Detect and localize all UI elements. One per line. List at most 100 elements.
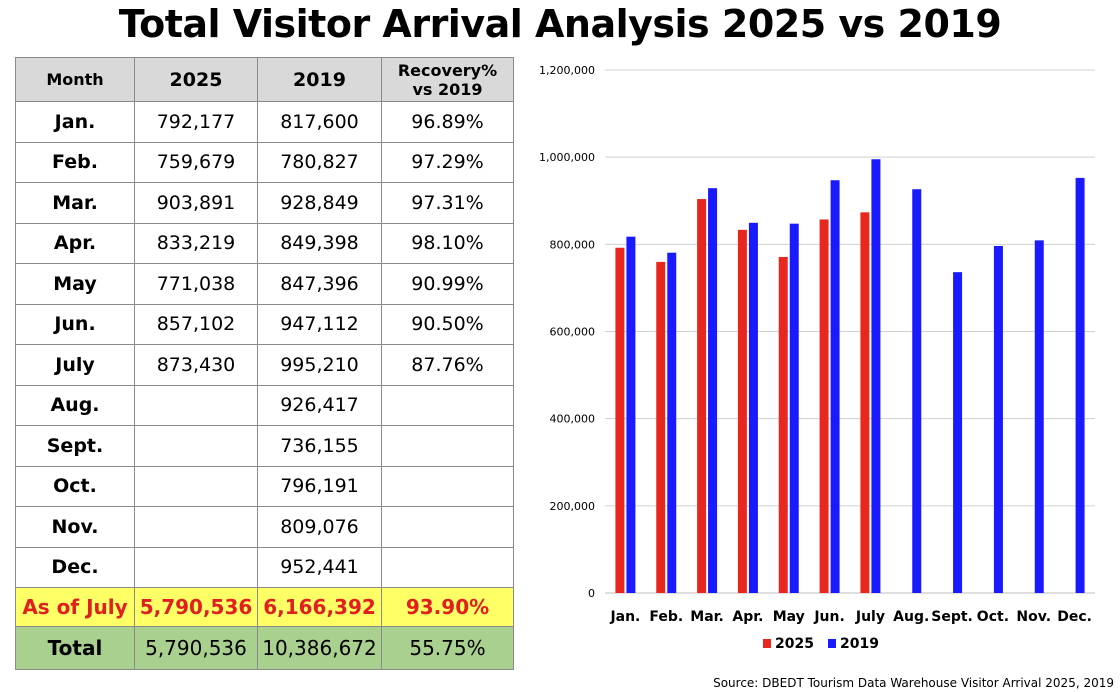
cell-2025: 903,891 <box>134 182 258 224</box>
cell-recovery: 97.29% <box>381 141 514 183</box>
cell-month: Total <box>15 626 135 670</box>
table-row: Mar. 903,891 928,849 97.31% <box>15 182 514 224</box>
x-tick-label: Nov. <box>1016 609 1051 625</box>
table-row: Aug. 926,417 <box>15 384 514 426</box>
cell-recovery <box>381 425 514 467</box>
x-tick-label: Dec. <box>1057 609 1092 625</box>
bar-2019-jan <box>626 236 636 594</box>
x-tick-label: Jan. <box>609 609 640 625</box>
y-tick-label: 600,000 <box>550 326 596 339</box>
cell-month: Jun. <box>15 303 135 345</box>
x-tick-label: Jun. <box>813 609 844 625</box>
cell-2025 <box>134 546 258 588</box>
cell-2019: 952,441 <box>257 546 382 588</box>
bar-2019-apr <box>748 222 758 594</box>
cell-recovery <box>381 465 514 507</box>
table-row: Jan. 792,177 817,600 96.89% <box>15 101 514 143</box>
bar-2025-feb <box>656 261 666 593</box>
table-row: July 873,430 995,210 87.76% <box>15 344 514 386</box>
cell-month: Jan. <box>15 101 135 143</box>
y-tick-label: 1,000,000 <box>539 151 595 164</box>
y-tick-label: 200,000 <box>550 500 596 513</box>
x-tick-label: May <box>773 609 805 625</box>
cell-2025: 873,430 <box>134 344 258 386</box>
header-recovery-line2: vs 2019 <box>412 79 483 99</box>
cell-2025: 5,790,536 <box>134 626 258 670</box>
cell-2019: 10,386,672 <box>257 626 382 670</box>
bar-2025-may <box>778 256 788 593</box>
cell-recovery <box>381 384 514 426</box>
cell-recovery <box>381 546 514 588</box>
x-tick-label: Feb. <box>649 609 683 625</box>
bar-2019-dec <box>1075 177 1085 593</box>
cell-month: May <box>15 263 135 305</box>
cell-recovery <box>381 506 514 548</box>
as-of-row: As of July 5,790,536 6,166,392 93.90% <box>15 587 514 627</box>
cell-recovery: 97.31% <box>381 182 514 224</box>
cell-2025: 792,177 <box>134 101 258 143</box>
bar-2019-oct <box>993 245 1003 594</box>
bar-2019-jun <box>830 180 840 593</box>
legend-swatch-2025 <box>763 639 771 648</box>
legend-label-2019: 2019 <box>840 636 879 652</box>
cell-2019: 817,600 <box>257 101 382 143</box>
cell-2025: 5,790,536 <box>134 587 258 627</box>
header-2019: 2019 <box>257 57 382 102</box>
cell-2019: 780,827 <box>257 141 382 183</box>
header-recovery-line1: Recovery% <box>397 60 498 80</box>
cell-2019: 847,396 <box>257 263 382 305</box>
bar-2019-may <box>789 223 799 593</box>
table-row: Oct. 796,191 <box>15 465 514 507</box>
bar-2025-jan <box>615 247 625 593</box>
cell-2019: 736,155 <box>257 425 382 467</box>
header-recovery: Recovery% vs 2019 <box>381 57 514 102</box>
cell-month: Feb. <box>15 141 135 183</box>
cell-2025 <box>134 384 258 426</box>
cell-month: Oct. <box>15 465 135 507</box>
cell-month: As of July <box>15 587 135 627</box>
cell-2025: 833,219 <box>134 222 258 264</box>
y-tick-label: 1,200,000 <box>539 64 595 77</box>
table-row: May 771,038 847,396 90.99% <box>15 263 514 305</box>
cell-2025 <box>134 506 258 548</box>
cell-2019: 947,112 <box>257 303 382 345</box>
bar-2025-july <box>860 212 870 594</box>
cell-2019: 995,210 <box>257 344 382 386</box>
x-tick-label: Apr. <box>732 609 763 625</box>
bar-chart: 0 200,000 400,000 600,000 800,000 1,000,000 1,… <box>539 64 1095 652</box>
cell-2025: 771,038 <box>134 263 258 305</box>
y-tick-label: 400,000 <box>550 413 596 426</box>
arrivals-table: Month 2025 2019 Recovery% vs 2019 Jan. 79… <box>15 57 514 670</box>
cell-recovery: 87.76% <box>381 344 514 386</box>
table-header-row: Month 2025 2019 Recovery% vs 2019 <box>15 57 514 102</box>
table-row: Feb. 759,679 780,827 97.29% <box>15 141 514 183</box>
cell-month: July <box>15 344 135 386</box>
cell-2025 <box>134 425 258 467</box>
cell-month: Sept. <box>15 425 135 467</box>
x-tick-label: Oct. <box>977 609 1009 625</box>
cell-recovery: 90.50% <box>381 303 514 345</box>
x-tick-label: Sept. <box>931 609 973 625</box>
cell-month: Mar. <box>15 182 135 224</box>
header-2025: 2025 <box>134 57 258 102</box>
cell-recovery: 55.75% <box>381 626 514 670</box>
cell-month: Nov. <box>15 506 135 548</box>
bar-2019-feb <box>667 252 677 593</box>
bar-2025-apr <box>737 229 747 593</box>
cell-month: Aug. <box>15 384 135 426</box>
page-title: Total Visitor Arrival Analysis 2025 vs 2… <box>118 2 1002 46</box>
total-row: Total 5,790,536 10,386,672 55.75% <box>15 626 514 670</box>
cell-2019: 849,398 <box>257 222 382 264</box>
cell-month: Dec. <box>15 546 135 588</box>
cell-2019: 926,417 <box>257 384 382 426</box>
cell-2019: 796,191 <box>257 465 382 507</box>
bar-2019-mar <box>708 188 718 594</box>
cell-month: Apr. <box>15 222 135 264</box>
legend-label-2025: 2025 <box>775 636 814 652</box>
x-tick-label: Aug. <box>893 609 929 625</box>
y-tick-label: 0 <box>588 587 595 600</box>
legend-swatch-2019 <box>828 639 836 648</box>
y-tick-label: 800,000 <box>550 238 596 251</box>
source-note: Source: DBEDT Tourism Data Warehouse Vis… <box>713 676 1114 690</box>
cell-recovery: 98.10% <box>381 222 514 264</box>
